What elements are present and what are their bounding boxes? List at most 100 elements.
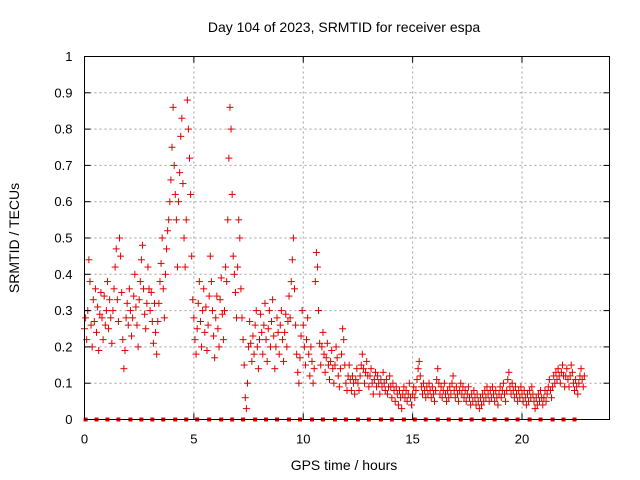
data-point <box>580 372 588 380</box>
data-point <box>110 285 118 293</box>
data-point <box>553 376 561 384</box>
data-point <box>304 314 312 322</box>
data-point <box>286 314 294 322</box>
data-point <box>182 216 190 224</box>
data-point <box>260 321 268 329</box>
data-point <box>82 314 90 322</box>
data-point <box>241 394 249 402</box>
y-tick-label: 0.1 <box>54 376 72 391</box>
data-point <box>330 379 338 387</box>
data-point <box>211 354 219 362</box>
data-point <box>351 390 359 398</box>
data-point <box>129 314 137 322</box>
data-point <box>497 394 505 402</box>
data-point <box>352 376 360 384</box>
data-point <box>574 390 582 398</box>
data-point <box>446 383 454 391</box>
data-point <box>321 368 329 376</box>
data-point <box>163 245 171 253</box>
data-point <box>221 307 228 315</box>
data-point <box>253 343 261 351</box>
data-point <box>99 336 107 344</box>
data-point <box>492 386 500 394</box>
data-point <box>248 357 256 365</box>
data-point <box>108 339 116 347</box>
data-point <box>386 372 394 380</box>
data-point <box>125 285 133 293</box>
data-point <box>222 263 230 271</box>
data-point <box>400 383 408 391</box>
x-axis-label: GPS time / hours <box>291 457 398 473</box>
data-point <box>164 227 172 235</box>
data-point <box>167 176 175 184</box>
data-point <box>457 379 465 387</box>
data-point <box>284 317 292 325</box>
data-point <box>89 296 97 304</box>
data-point <box>187 190 195 198</box>
data-point <box>207 278 215 286</box>
data-point <box>189 296 197 304</box>
data-point <box>526 386 534 394</box>
data-point <box>147 288 155 296</box>
data-point <box>258 328 266 336</box>
data-point <box>97 288 105 296</box>
data-point <box>230 270 238 278</box>
data-point <box>322 354 330 362</box>
data-point <box>235 216 243 224</box>
data-point <box>355 386 363 394</box>
data-point <box>95 347 103 355</box>
data-point <box>166 198 174 206</box>
data-point <box>121 347 129 355</box>
data-point <box>138 241 146 249</box>
data-point <box>577 365 585 373</box>
data-point <box>575 379 583 387</box>
data-point <box>170 161 178 169</box>
data-point <box>320 350 328 358</box>
data-point <box>130 292 138 300</box>
data-point <box>503 386 511 394</box>
data-point <box>194 299 202 307</box>
data-point <box>177 132 185 140</box>
data-point <box>331 361 339 369</box>
data-point <box>491 397 499 405</box>
data-point <box>464 383 472 391</box>
data-point <box>557 368 565 376</box>
data-point <box>136 278 144 286</box>
data-point <box>389 379 397 387</box>
data-point <box>216 296 224 304</box>
data-point <box>271 365 279 373</box>
data-point <box>295 379 303 387</box>
data-point <box>329 365 337 373</box>
data-point <box>534 390 542 398</box>
data-point <box>201 328 209 336</box>
data-point <box>103 278 111 286</box>
x-tick-label: 20 <box>515 432 529 447</box>
data-point <box>114 317 122 325</box>
data-point <box>173 263 181 271</box>
data-point <box>179 180 187 188</box>
data-point <box>223 278 231 286</box>
data-point <box>334 372 342 380</box>
data-point <box>542 397 550 405</box>
data-point <box>359 365 367 373</box>
data-point <box>573 383 581 391</box>
data-point <box>362 368 370 376</box>
data-point <box>122 314 130 322</box>
y-tick-label: 0.2 <box>54 339 72 354</box>
data-point <box>296 354 304 362</box>
data-point <box>106 296 114 304</box>
data-point <box>345 361 353 369</box>
data-point <box>184 125 192 133</box>
data-point <box>137 256 145 264</box>
data-point <box>186 154 193 162</box>
data-point <box>323 339 331 347</box>
data-point <box>112 245 120 253</box>
data-point <box>333 354 341 362</box>
data-point <box>301 361 309 369</box>
data-point <box>554 365 562 373</box>
data-point <box>210 332 218 340</box>
data-point <box>203 347 211 355</box>
data-point <box>132 303 140 311</box>
data-point <box>192 350 200 358</box>
data-point <box>219 336 227 344</box>
